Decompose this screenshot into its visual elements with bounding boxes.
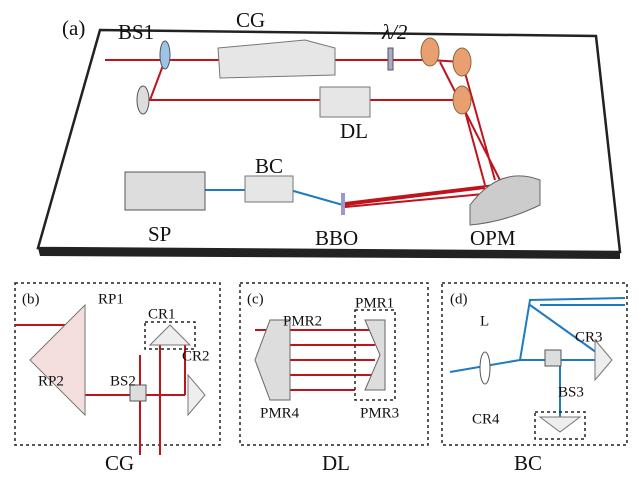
label: PMR1 bbox=[355, 295, 394, 311]
panel-c: (c) PMR2 PMR1 PMR4 PMR3 DL bbox=[239, 282, 429, 475]
label: (a) bbox=[62, 16, 85, 40]
pmr1-frame bbox=[354, 309, 396, 401]
frame bbox=[14, 282, 221, 446]
label: PMR2 bbox=[283, 313, 322, 329]
pmr4 bbox=[254, 319, 291, 401]
mirror bbox=[136, 85, 150, 115]
label: SP bbox=[148, 222, 171, 246]
bc-box bbox=[244, 175, 294, 203]
beams bbox=[255, 329, 375, 391]
label: DL bbox=[340, 119, 368, 143]
caption: CG bbox=[105, 451, 134, 475]
bs2 bbox=[129, 384, 147, 402]
mirror bbox=[452, 85, 472, 115]
label: BS2 bbox=[110, 373, 136, 389]
bbo bbox=[341, 193, 345, 215]
caption: DL bbox=[322, 451, 350, 475]
board-edge bbox=[38, 248, 620, 259]
label: CR1 bbox=[148, 306, 176, 322]
frame bbox=[239, 282, 429, 446]
panel-b: (b) RP1 CR1 CR2 BS2 RP2 CG bbox=[14, 282, 221, 475]
panel-d: (d) L CR3 BS3 CR4 BC bbox=[441, 282, 628, 475]
bs1 bbox=[159, 40, 171, 70]
label: CR3 bbox=[575, 329, 603, 345]
label: RP1 bbox=[98, 291, 124, 307]
cr1 bbox=[148, 324, 192, 346]
label: CR2 bbox=[182, 348, 210, 364]
bs3 bbox=[544, 349, 562, 367]
label: BS1 bbox=[118, 20, 154, 44]
cg-box bbox=[217, 39, 336, 79]
cr1-frame bbox=[144, 321, 196, 350]
label: RP2 bbox=[38, 373, 64, 389]
label: (d) bbox=[450, 291, 468, 307]
sp-box bbox=[124, 171, 206, 211]
mirror bbox=[420, 37, 440, 67]
cr3 bbox=[594, 338, 613, 382]
label: PMR4 bbox=[260, 405, 300, 421]
setup-a: (a) BS1 CG λ/2 DL BC SP BBO OPM bbox=[36, 8, 622, 259]
label: OPM bbox=[470, 226, 516, 250]
frame bbox=[441, 282, 628, 446]
pmr1 bbox=[364, 319, 386, 391]
dl-box bbox=[319, 86, 371, 118]
cr2 bbox=[187, 373, 206, 417]
label: PMR3 bbox=[360, 405, 399, 421]
blue-beam bbox=[205, 189, 344, 206]
label: BC bbox=[255, 154, 283, 178]
cr4 bbox=[538, 416, 582, 433]
rp bbox=[29, 303, 86, 417]
label: CG bbox=[236, 8, 265, 32]
mirror bbox=[452, 47, 472, 77]
label: CR4 bbox=[472, 411, 500, 427]
label: BS3 bbox=[558, 384, 584, 400]
cr4-frame bbox=[534, 411, 586, 440]
half-wave-plate bbox=[387, 47, 394, 71]
label: BBO bbox=[315, 226, 358, 250]
label: (b) bbox=[22, 291, 40, 307]
label: (c) bbox=[247, 291, 264, 307]
lens bbox=[479, 351, 491, 385]
opm bbox=[469, 175, 541, 226]
label: L bbox=[480, 313, 489, 329]
beams bbox=[449, 297, 626, 420]
caption: BC bbox=[514, 451, 542, 475]
label: λ/2 bbox=[381, 20, 408, 44]
